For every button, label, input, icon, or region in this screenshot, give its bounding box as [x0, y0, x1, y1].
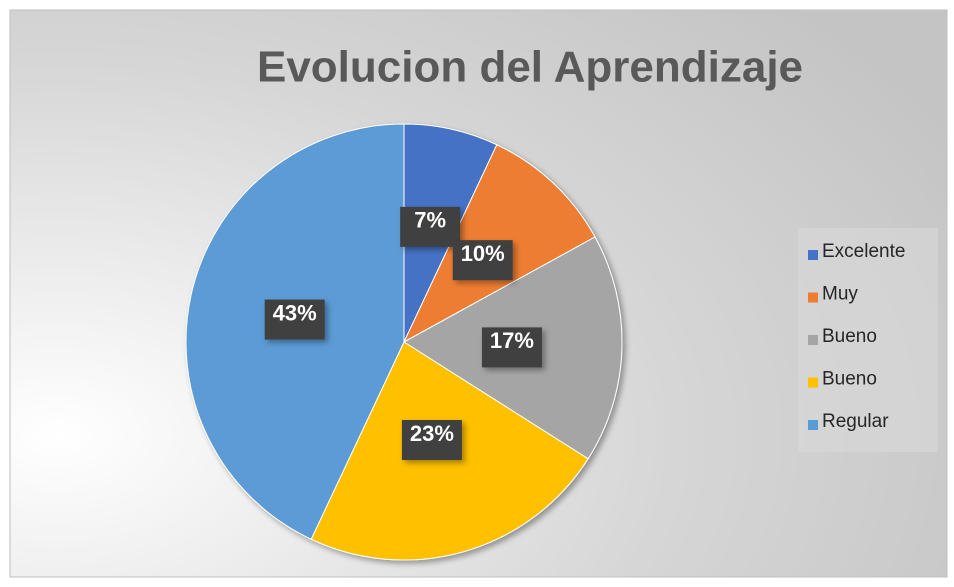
- legend-label: Bueno: [822, 369, 877, 390]
- chart-title: Evolucion del Aprendizaje: [257, 43, 803, 92]
- legend-label: Muy: [822, 284, 858, 305]
- legend: [798, 228, 938, 452]
- pie: [185, 123, 623, 561]
- legend-label: Regular: [822, 411, 889, 432]
- legend-marker: [808, 292, 818, 303]
- data-label-box: [481, 327, 542, 368]
- legend-marker: [808, 250, 818, 260]
- legend-marker: [808, 377, 818, 388]
- legend-marker: [808, 420, 818, 430]
- data-label-box: [401, 420, 462, 461]
- legend-label: Excelente: [822, 241, 905, 262]
- legend-label: Bueno: [822, 326, 877, 347]
- data-label-box: [264, 299, 325, 340]
- data-label: 10%: [461, 241, 505, 266]
- data-label: 43%: [273, 300, 317, 325]
- data-label: 17%: [490, 328, 534, 353]
- legend-marker: [808, 335, 818, 345]
- data-label-box: [452, 240, 513, 281]
- data-label: 23%: [410, 421, 454, 446]
- data-label-box: [400, 206, 461, 247]
- data-label: 7%: [414, 208, 446, 233]
